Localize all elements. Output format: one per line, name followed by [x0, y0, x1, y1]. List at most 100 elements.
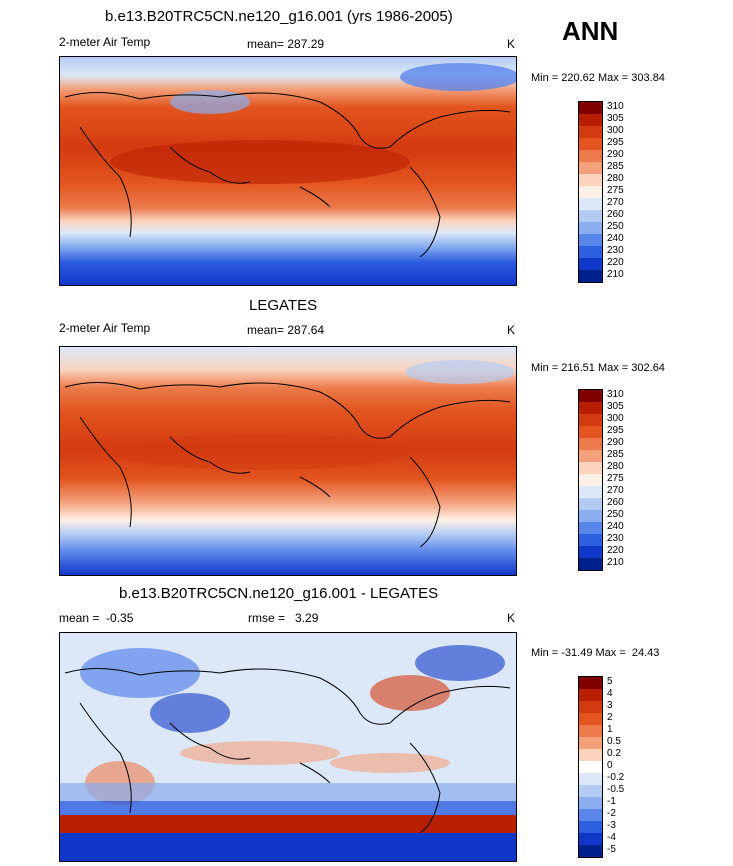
colorbar-segment [579, 486, 602, 498]
colorbar-tick-label: 220 [607, 545, 624, 556]
colorbar-segment [579, 402, 602, 414]
colorbar-segment [579, 522, 602, 534]
colorbar-segment [579, 677, 602, 689]
panel-3-colorbar [578, 676, 603, 858]
colorbar-tick-label: 250 [607, 509, 624, 520]
panel-1-colorbar [578, 101, 603, 283]
colorbar-segment [579, 713, 602, 725]
colorbar-tick-label: -2 [607, 808, 616, 819]
panel-1-mean-label: mean= 287.29 [247, 37, 325, 51]
colorbar-tick-label: 295 [607, 425, 624, 436]
colorbar-segment [579, 510, 602, 522]
colorbar-segment [579, 246, 602, 258]
colorbar-segment [579, 198, 602, 210]
panel-2-colorbar-labels: 310 305 300 295 290 285 280 275 270 260 250 240 230 2… [607, 389, 647, 569]
colorbar-segment [579, 114, 602, 126]
colorbar-tick-label: -0.5 [607, 784, 625, 795]
colorbar-tick-label: 280 [607, 461, 624, 472]
colorbar-tick-label: -5 [607, 844, 616, 855]
panel-2-minmax-label: Min = 216.51 Max = 302.64 [531, 362, 665, 374]
colorbar-segment [579, 749, 602, 761]
colorbar-tick-label: 3 [607, 700, 613, 711]
colorbar-segment [579, 222, 602, 234]
colorbar-segment [579, 210, 602, 222]
colorbar-tick-label: 0 [607, 760, 613, 771]
colorbar-tick-label: 230 [607, 533, 624, 544]
panel-3-colorbar-labels: 5 4 3 2 1 0.5 0.2 0 -0.2 -0.5 -1 -2 -3 -4 -5 [607, 676, 647, 856]
panel-1-minmax-label: Min = 220.62 Max = 303.84 [531, 72, 665, 84]
panel-3-map [59, 632, 517, 862]
colorbar-tick-label: 280 [607, 173, 624, 184]
colorbar-tick-label: 290 [607, 437, 624, 448]
colorbar-tick-label: -3 [607, 820, 616, 831]
colorbar-segment [579, 390, 602, 402]
colorbar-segment [579, 689, 602, 701]
colorbar-segment [579, 725, 602, 737]
colorbar-segment [579, 845, 602, 857]
panel-1-title: b.e13.B20TRC5CN.ne120_g16.001 (yrs 1986-… [105, 8, 453, 25]
colorbar-tick-label: 285 [607, 449, 624, 460]
panel-2-mean-label: mean= 287.64 [247, 323, 325, 337]
colorbar-tick-label: -4 [607, 832, 616, 843]
colorbar-tick-label: 230 [607, 245, 624, 256]
colorbar-segment [579, 546, 602, 558]
colorbar-tick-label: 250 [607, 221, 624, 232]
colorbar-tick-label: 270 [607, 197, 624, 208]
panel-2-units-label: K [507, 323, 516, 337]
colorbar-segment [579, 498, 602, 510]
colorbar-tick-label: -1 [607, 796, 616, 807]
colorbar-tick-label: 305 [607, 401, 624, 412]
panel-1-map [59, 56, 517, 286]
colorbar-segment [579, 534, 602, 546]
panel-3-title: b.e13.B20TRC5CN.ne120_g16.001 - LEGATES [119, 585, 439, 602]
colorbar-segment [579, 821, 602, 833]
panel-3-mean-label: mean = -0.35 [59, 611, 134, 625]
colorbar-segment [579, 414, 602, 426]
colorbar-segment [579, 737, 602, 749]
colorbar-tick-label: 260 [607, 209, 624, 220]
colorbar-segment [579, 462, 602, 474]
colorbar-tick-label: 260 [607, 497, 624, 508]
colorbar-segment [579, 761, 602, 773]
colorbar-tick-label: 275 [607, 473, 624, 484]
panel-1-coastlines [64, 91, 511, 258]
panel-3-units-label: K [507, 611, 516, 625]
colorbar-tick-label: 240 [607, 521, 624, 532]
panel-1-colorbar-labels: 310 305 300 295 290 285 280 275 270 260 250 240 230 2… [607, 101, 647, 281]
colorbar-tick-label: 305 [607, 113, 624, 124]
panel-1-variable-label: 2-meter Air Temp [59, 35, 151, 49]
colorbar-segment [579, 474, 602, 486]
colorbar-tick-label: 4 [607, 688, 613, 699]
colorbar-segment [579, 809, 602, 821]
colorbar-segment [579, 150, 602, 162]
colorbar-tick-label: 270 [607, 485, 624, 496]
panel-2-title: LEGATES [249, 297, 318, 314]
colorbar-segment [579, 102, 602, 114]
colorbar-tick-label: 285 [607, 161, 624, 172]
colorbar-tick-label: 275 [607, 185, 624, 196]
colorbar-segment [579, 701, 602, 713]
colorbar-segment [579, 833, 602, 845]
colorbar-segment [579, 438, 602, 450]
panel-3-minmax-label: Min = -31.49 Max = 24.43 [531, 647, 660, 659]
colorbar-tick-label: 240 [607, 233, 624, 244]
colorbar-segment [579, 138, 602, 150]
colorbar-tick-label: 0.2 [607, 748, 621, 759]
colorbar-tick-label: 0.5 [607, 736, 621, 747]
colorbar-segment [579, 426, 602, 438]
colorbar-tick-label: 310 [607, 389, 624, 400]
season-label: ANN [562, 16, 619, 46]
colorbar-segment [579, 785, 602, 797]
colorbar-tick-label: 220 [607, 257, 624, 268]
colorbar-segment [579, 162, 602, 174]
colorbar-segment [579, 258, 602, 270]
panel-1-units-label: K [507, 37, 516, 51]
panel-2-map [59, 346, 517, 576]
colorbar-segment [579, 186, 602, 198]
colorbar-tick-label: 300 [607, 413, 624, 424]
colorbar-tick-label: 2 [607, 712, 613, 723]
colorbar-segment [579, 174, 602, 186]
panel-2-coastlines [64, 381, 511, 548]
panel-3-rmse-label: rmse = 3.29 [248, 611, 319, 625]
colorbar-tick-label: -0.2 [607, 772, 625, 783]
